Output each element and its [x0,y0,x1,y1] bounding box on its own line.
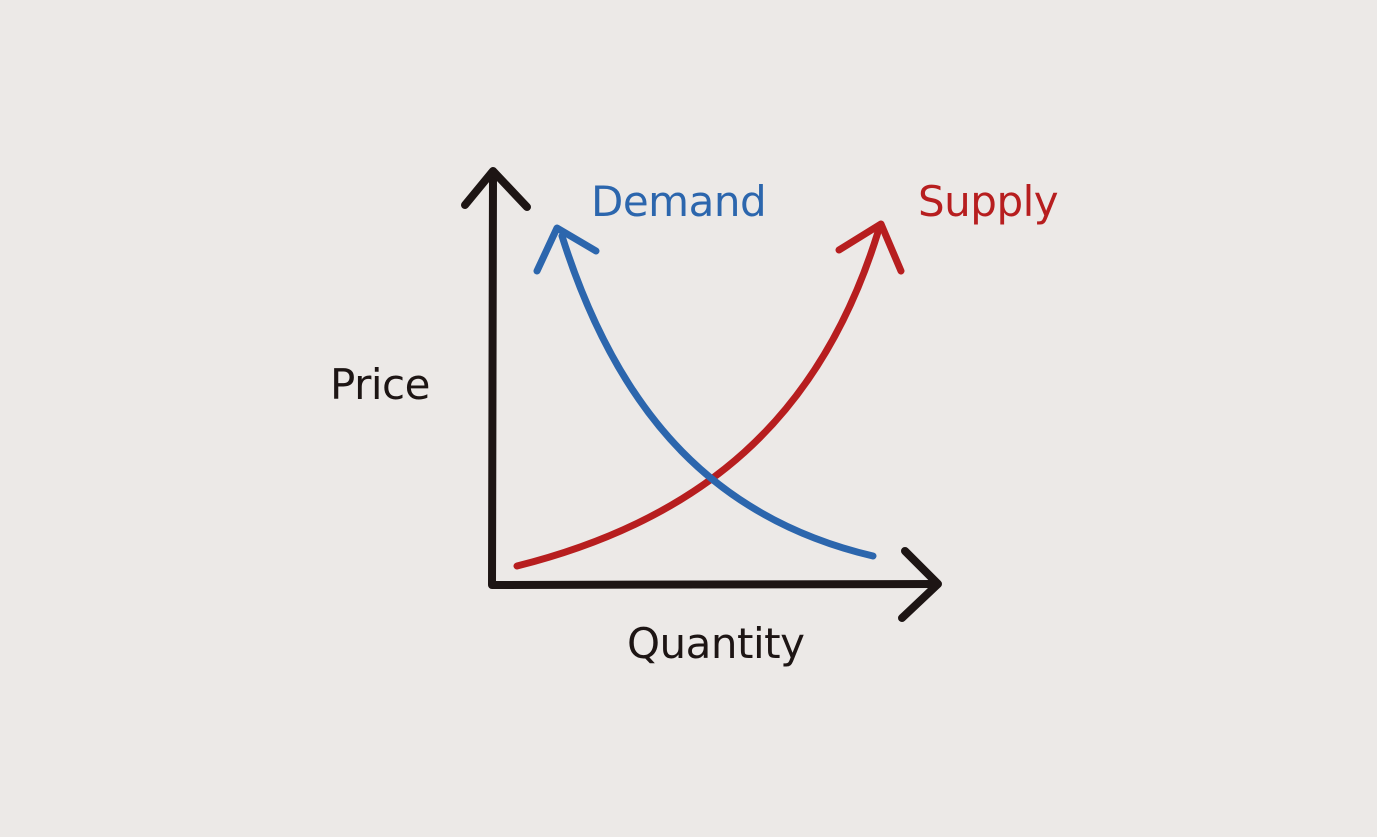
supply-curve-line [513,228,882,570]
price-axis-arrowhead [461,167,531,211]
demand-label: Demand [591,177,766,226]
supply-curve [513,220,905,570]
quantity-axis-label: Quantity [627,619,805,668]
demand-curve-line [558,232,877,560]
demand-curve [533,224,877,560]
axes [461,167,942,622]
quantity-axis-arrowhead [898,547,942,622]
supply-curve-arrowhead [835,220,905,275]
demand-curve-arrowhead [533,224,600,275]
supply-label: Supply [918,177,1058,226]
price-axis-line [488,171,497,588]
price-axis-label: Price [330,360,430,409]
quantity-axis-line [488,580,940,589]
